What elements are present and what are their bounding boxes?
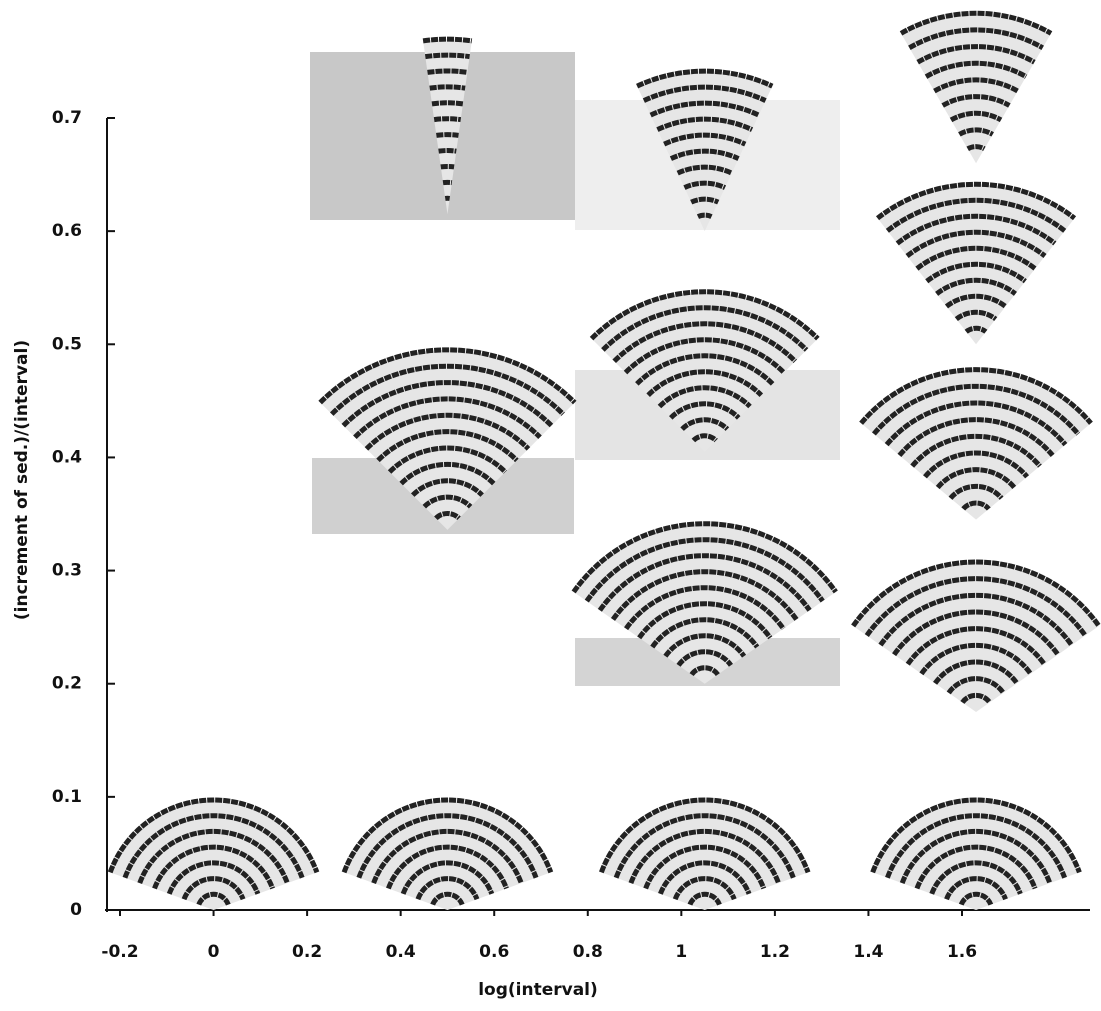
y-tick-label: 0.5	[52, 334, 82, 354]
x-tick-label: 0.6	[479, 942, 509, 962]
fan-body	[853, 562, 1099, 712]
fan	[344, 800, 551, 910]
fan-stripe	[968, 147, 985, 149]
fan-stripe	[434, 119, 461, 120]
fan	[901, 13, 1051, 163]
x-tick-label: 0.2	[292, 942, 322, 962]
x-tick-label: 0.8	[573, 942, 603, 962]
x-tick-label: 0.4	[386, 942, 416, 962]
x-axis-label: log(interval)	[478, 980, 598, 1000]
fan	[601, 800, 808, 910]
y-tick-label: 0.2	[52, 674, 82, 694]
fan-stripe	[436, 135, 458, 136]
fan-body	[901, 13, 1051, 163]
y-axis-label: (increment of sed.)/(interval)	[12, 340, 32, 620]
fan	[853, 562, 1099, 712]
x-tick-label: 1	[675, 942, 687, 962]
fan	[110, 800, 317, 910]
fan	[873, 800, 1080, 910]
y-tick-label: 0.7	[52, 108, 82, 128]
y-tick-label: 0.3	[52, 561, 82, 581]
x-tick-label: 0	[208, 942, 220, 962]
chart: log(interval) (increment of sed.)/(inter…	[0, 0, 1101, 1011]
y-tick-label: 0.1	[52, 787, 82, 807]
fan-stripe	[430, 87, 465, 88]
x-tick-label: 1.6	[947, 942, 977, 962]
x-tick-label: 1.4	[853, 942, 883, 962]
y-tick-label: 0.4	[52, 447, 82, 467]
x-tick-label: 1.2	[760, 942, 790, 962]
fan-stripe	[698, 215, 712, 216]
fan	[861, 370, 1091, 520]
y-tick-label: 0	[70, 900, 82, 920]
y-tick-label: 0.6	[52, 221, 82, 241]
fan	[878, 184, 1075, 344]
fan-stripe	[425, 55, 469, 57]
x-tick-label: -0.2	[101, 942, 138, 962]
fan-stripe	[428, 71, 468, 72]
